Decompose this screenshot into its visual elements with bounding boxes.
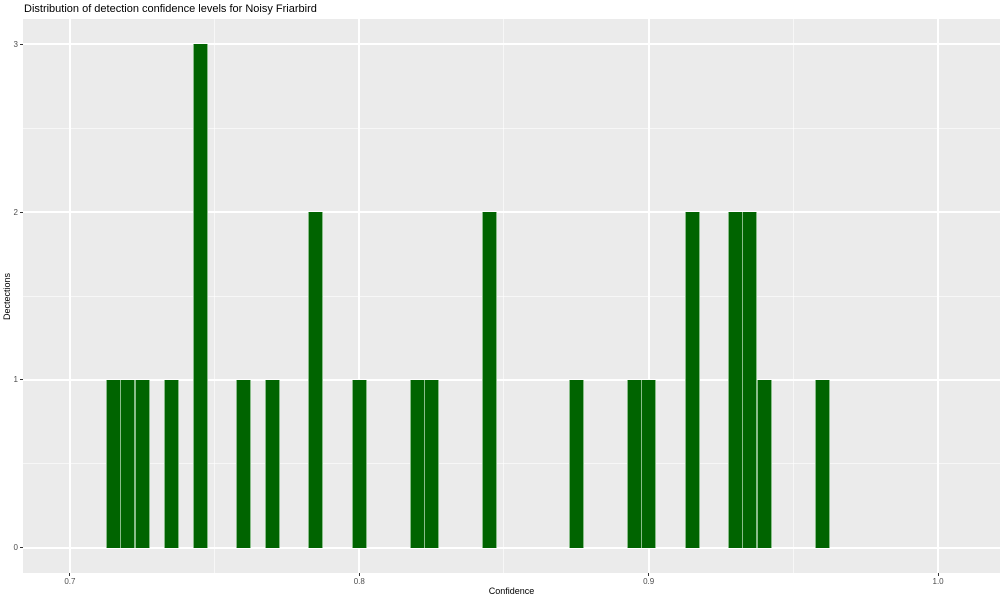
histogram-bar xyxy=(568,379,584,548)
major-gridline-y xyxy=(23,211,1000,214)
major-gridline-y xyxy=(23,378,1000,381)
major-gridline-y xyxy=(23,43,1000,46)
y-tick-mark xyxy=(20,379,23,381)
histogram-bar xyxy=(742,212,758,548)
x-axis-label: Confidence xyxy=(488,586,535,596)
x-tick-label: 0.7 xyxy=(64,577,76,586)
major-gridline-x xyxy=(358,19,361,573)
histogram-bar xyxy=(482,212,497,548)
y-tick-mark xyxy=(20,211,23,213)
y-tick-mark xyxy=(20,43,23,45)
histogram-bar xyxy=(641,379,657,548)
y-tick-label: 2 xyxy=(13,207,18,217)
y-tick-label: 1 xyxy=(13,375,18,385)
x-tick-label: 1.0 xyxy=(932,577,944,586)
x-tick-mark xyxy=(648,573,650,576)
histogram-bar xyxy=(684,212,700,548)
major-gridline-y xyxy=(23,546,1000,549)
histogram-bar xyxy=(727,212,743,548)
histogram-bar xyxy=(756,379,772,548)
histogram-bar xyxy=(626,379,642,548)
histogram-bar xyxy=(264,379,280,548)
x-tick-mark xyxy=(69,573,71,576)
plot-panel xyxy=(23,19,1000,573)
y-tick-label: 3 xyxy=(13,39,18,49)
histogram-bar xyxy=(120,379,136,548)
histogram-bar xyxy=(424,379,440,548)
chart-title: Distribution of detection confidence lev… xyxy=(24,3,317,15)
histogram-bar xyxy=(409,379,425,548)
minor-gridline-y xyxy=(23,463,1000,465)
histogram-bar xyxy=(814,379,830,548)
major-gridline-x xyxy=(68,19,71,573)
histogram-bar xyxy=(308,212,324,548)
x-tick-label: 0.8 xyxy=(353,577,365,586)
histogram-bar xyxy=(163,379,179,548)
major-gridline-x xyxy=(937,19,940,573)
histogram-bar xyxy=(192,44,208,548)
histogram-bar xyxy=(134,379,150,548)
histogram-bar xyxy=(351,379,367,548)
x-tick-mark xyxy=(937,573,939,576)
histogram-bar xyxy=(236,379,252,548)
x-tick-label: 0.9 xyxy=(643,577,655,586)
minor-gridline-y xyxy=(23,295,1000,297)
x-tick-mark xyxy=(358,573,360,576)
major-gridline-x xyxy=(647,19,650,573)
y-tick-label: 0 xyxy=(13,543,18,553)
y-axis-label: Dectections xyxy=(2,272,12,320)
y-tick-mark xyxy=(20,547,23,549)
minor-gridline-y xyxy=(23,127,1000,129)
histogram-bar xyxy=(105,379,121,548)
